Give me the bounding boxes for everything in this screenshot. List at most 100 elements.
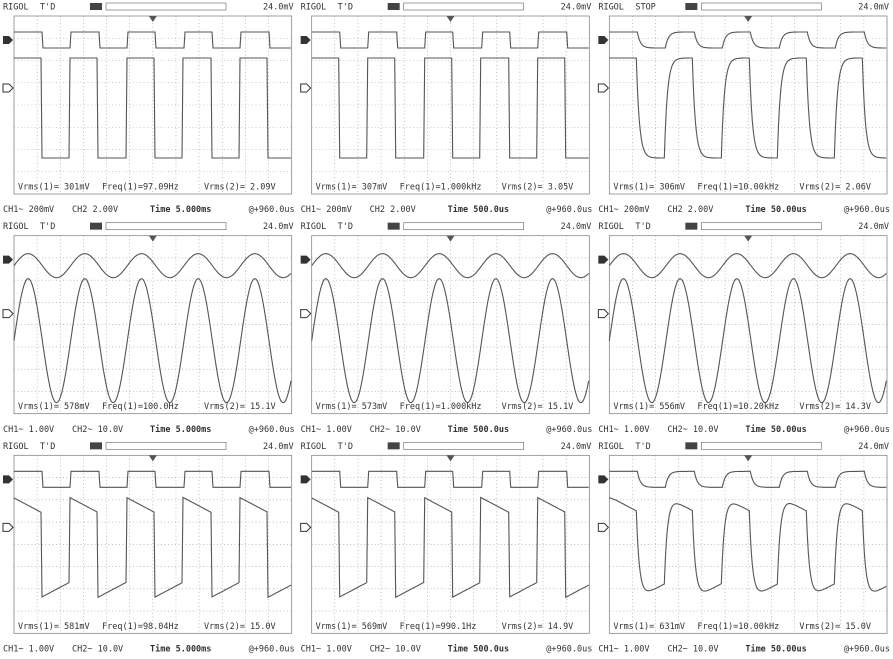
- ch2-marker: [598, 523, 608, 531]
- trigger-level: 24.0mV: [858, 3, 889, 13]
- memory-icon: [90, 442, 102, 449]
- brand: RIGOL: [3, 222, 29, 232]
- ch2-setting: CH2~ 10.0V: [667, 645, 718, 655]
- ch1-marker: [598, 256, 608, 264]
- memory-icon: [388, 3, 400, 10]
- run-status: T'D: [338, 3, 353, 13]
- brand: RIGOL: [598, 442, 624, 452]
- ch1-setting: CH1~ 1.00V: [3, 425, 54, 435]
- timebase: Time 50.00us: [745, 644, 806, 655]
- ch1-setting: CH1~ 1.00V: [598, 645, 649, 655]
- ch2-setting: CH2~ 10.0V: [370, 645, 421, 655]
- ch1-marker: [301, 256, 311, 264]
- measurement: Vrms(2)= 3.05V: [502, 183, 574, 193]
- measurement: Vrms(1)= 631mV: [613, 622, 685, 632]
- ch2-marker: [301, 84, 311, 92]
- measurement: Freq(1)=1.000kHz: [400, 183, 482, 193]
- trigger-level: 24.0mV: [263, 222, 294, 232]
- ch2-marker: [598, 84, 608, 92]
- ch1-marker: [301, 475, 311, 483]
- trigger-level: 24.0mV: [561, 3, 592, 13]
- scope-panel: RIGOLT'D24.0mVVrms(1)= 578mVFreq(1)=100.…: [0, 220, 297, 435]
- brand: RIGOL: [3, 3, 29, 13]
- ch1-marker: [598, 475, 608, 483]
- trigger-offset: @+960.0us: [546, 205, 592, 215]
- trigger-offset: @+960.0us: [249, 645, 295, 655]
- trigger-offset: @+960.0us: [546, 645, 592, 655]
- trigger-offset: @+960.0us: [844, 645, 890, 655]
- ch2-marker: [3, 84, 13, 92]
- memory-icon: [685, 3, 697, 10]
- measurement: Vrms(1)= 569mV: [316, 622, 388, 632]
- measurement: Vrms(1)= 573mV: [316, 402, 388, 412]
- trigger-level: 24.0mV: [263, 442, 294, 452]
- measurement: Vrms(2)= 14.3V: [799, 402, 871, 412]
- run-status: T'D: [635, 442, 650, 452]
- ch2-marker: [598, 310, 608, 318]
- ch2-setting: CH2~ 10.0V: [667, 425, 718, 435]
- ch1-setting: CH1~ 200mV: [598, 205, 649, 215]
- run-status: T'D: [40, 222, 55, 232]
- measurement: Vrms(2)= 15.1V: [204, 402, 276, 412]
- run-status: T'D: [635, 222, 650, 232]
- run-status: T'D: [40, 3, 55, 13]
- ch1-marker: [598, 36, 608, 44]
- oscilloscope-grid: RIGOLT'D24.0mVVrms(1)= 301mVFreq(1)=97.0…: [0, 0, 893, 659]
- ch1-setting: CH1~ 1.00V: [301, 645, 352, 655]
- measurement: Freq(1)=98.04Hz: [102, 622, 179, 632]
- brand: RIGOL: [301, 3, 327, 13]
- measurement: Vrms(1)= 307mV: [316, 183, 388, 193]
- trigger-offset: @+960.0us: [249, 205, 295, 215]
- ch1-marker: [301, 36, 311, 44]
- timebase: Time 5.000ms: [150, 204, 211, 215]
- memory-icon: [90, 223, 102, 230]
- ch2-marker: [301, 523, 311, 531]
- memory-icon: [388, 223, 400, 230]
- ch1-setting: CH1~ 1.00V: [3, 645, 54, 655]
- measurement: Vrms(1)= 556mV: [613, 402, 685, 412]
- scope-panel: RIGOLT'D24.0mVVrms(1)= 573mVFreq(1)=1.00…: [298, 220, 595, 435]
- measurement: Freq(1)=10.00kHz: [697, 183, 779, 193]
- ch2-marker: [3, 310, 13, 318]
- ch2-marker: [3, 523, 13, 531]
- brand: RIGOL: [598, 222, 624, 232]
- ch2-setting: CH2 2.00V: [667, 205, 713, 215]
- timebase: Time 500.0us: [448, 424, 509, 435]
- measurement: Freq(1)=10.00kHz: [697, 622, 779, 632]
- measurement: Vrms(2)= 15.1V: [502, 402, 574, 412]
- measurement: Vrms(2)= 15.0V: [204, 622, 276, 632]
- ch1-marker: [3, 475, 13, 483]
- ch1-marker: [3, 36, 13, 44]
- timebase: Time 500.0us: [448, 644, 509, 655]
- timebase: Time 500.0us: [448, 204, 509, 215]
- ch1-marker: [3, 256, 13, 264]
- measurement: Freq(1)=1.000kHz: [400, 402, 482, 412]
- trigger-offset: @+960.0us: [546, 425, 592, 435]
- scope-panel: RIGOL T'D 24.0mV Vrms(1)= 307mV Freq(1)=1.00…: [298, 0, 595, 215]
- timebase: Time 50.00us: [745, 204, 806, 215]
- trigger-level: 24.0mV: [561, 442, 592, 452]
- measurement: Vrms(1)= 301mV: [18, 183, 90, 193]
- ch1-setting: CH1~ 1.00V: [598, 425, 649, 435]
- trigger-level: 24.0mV: [561, 222, 592, 232]
- memory-icon: [388, 442, 400, 449]
- brand: RIGOL: [598, 3, 624, 13]
- ch1-setting: CH1~ 1.00V: [301, 425, 352, 435]
- ch2-setting: CH2~ 10.0V: [370, 425, 421, 435]
- measurement: Vrms(1)= 578mV: [18, 402, 90, 412]
- ch2-setting: CH2 2.00V: [370, 205, 416, 215]
- memory-icon: [90, 3, 102, 10]
- memory-icon: [685, 442, 697, 449]
- ch2-marker: [301, 310, 311, 318]
- scope-panel: RIGOLT'D24.0mVVrms(1)= 569mVFreq(1)=990.…: [298, 439, 595, 654]
- measurement: Vrms(2)= 2.09V: [204, 183, 276, 193]
- timebase: Time 5.000ms: [150, 644, 211, 655]
- run-status: T'D: [40, 442, 55, 452]
- ch2-setting: CH2~ 10.0V: [72, 425, 123, 435]
- measurement: Freq(1)=990.1Hz: [400, 622, 477, 632]
- trigger-level: 24.0mV: [858, 222, 889, 232]
- ch1-setting: CH1~ 200mV: [3, 205, 54, 215]
